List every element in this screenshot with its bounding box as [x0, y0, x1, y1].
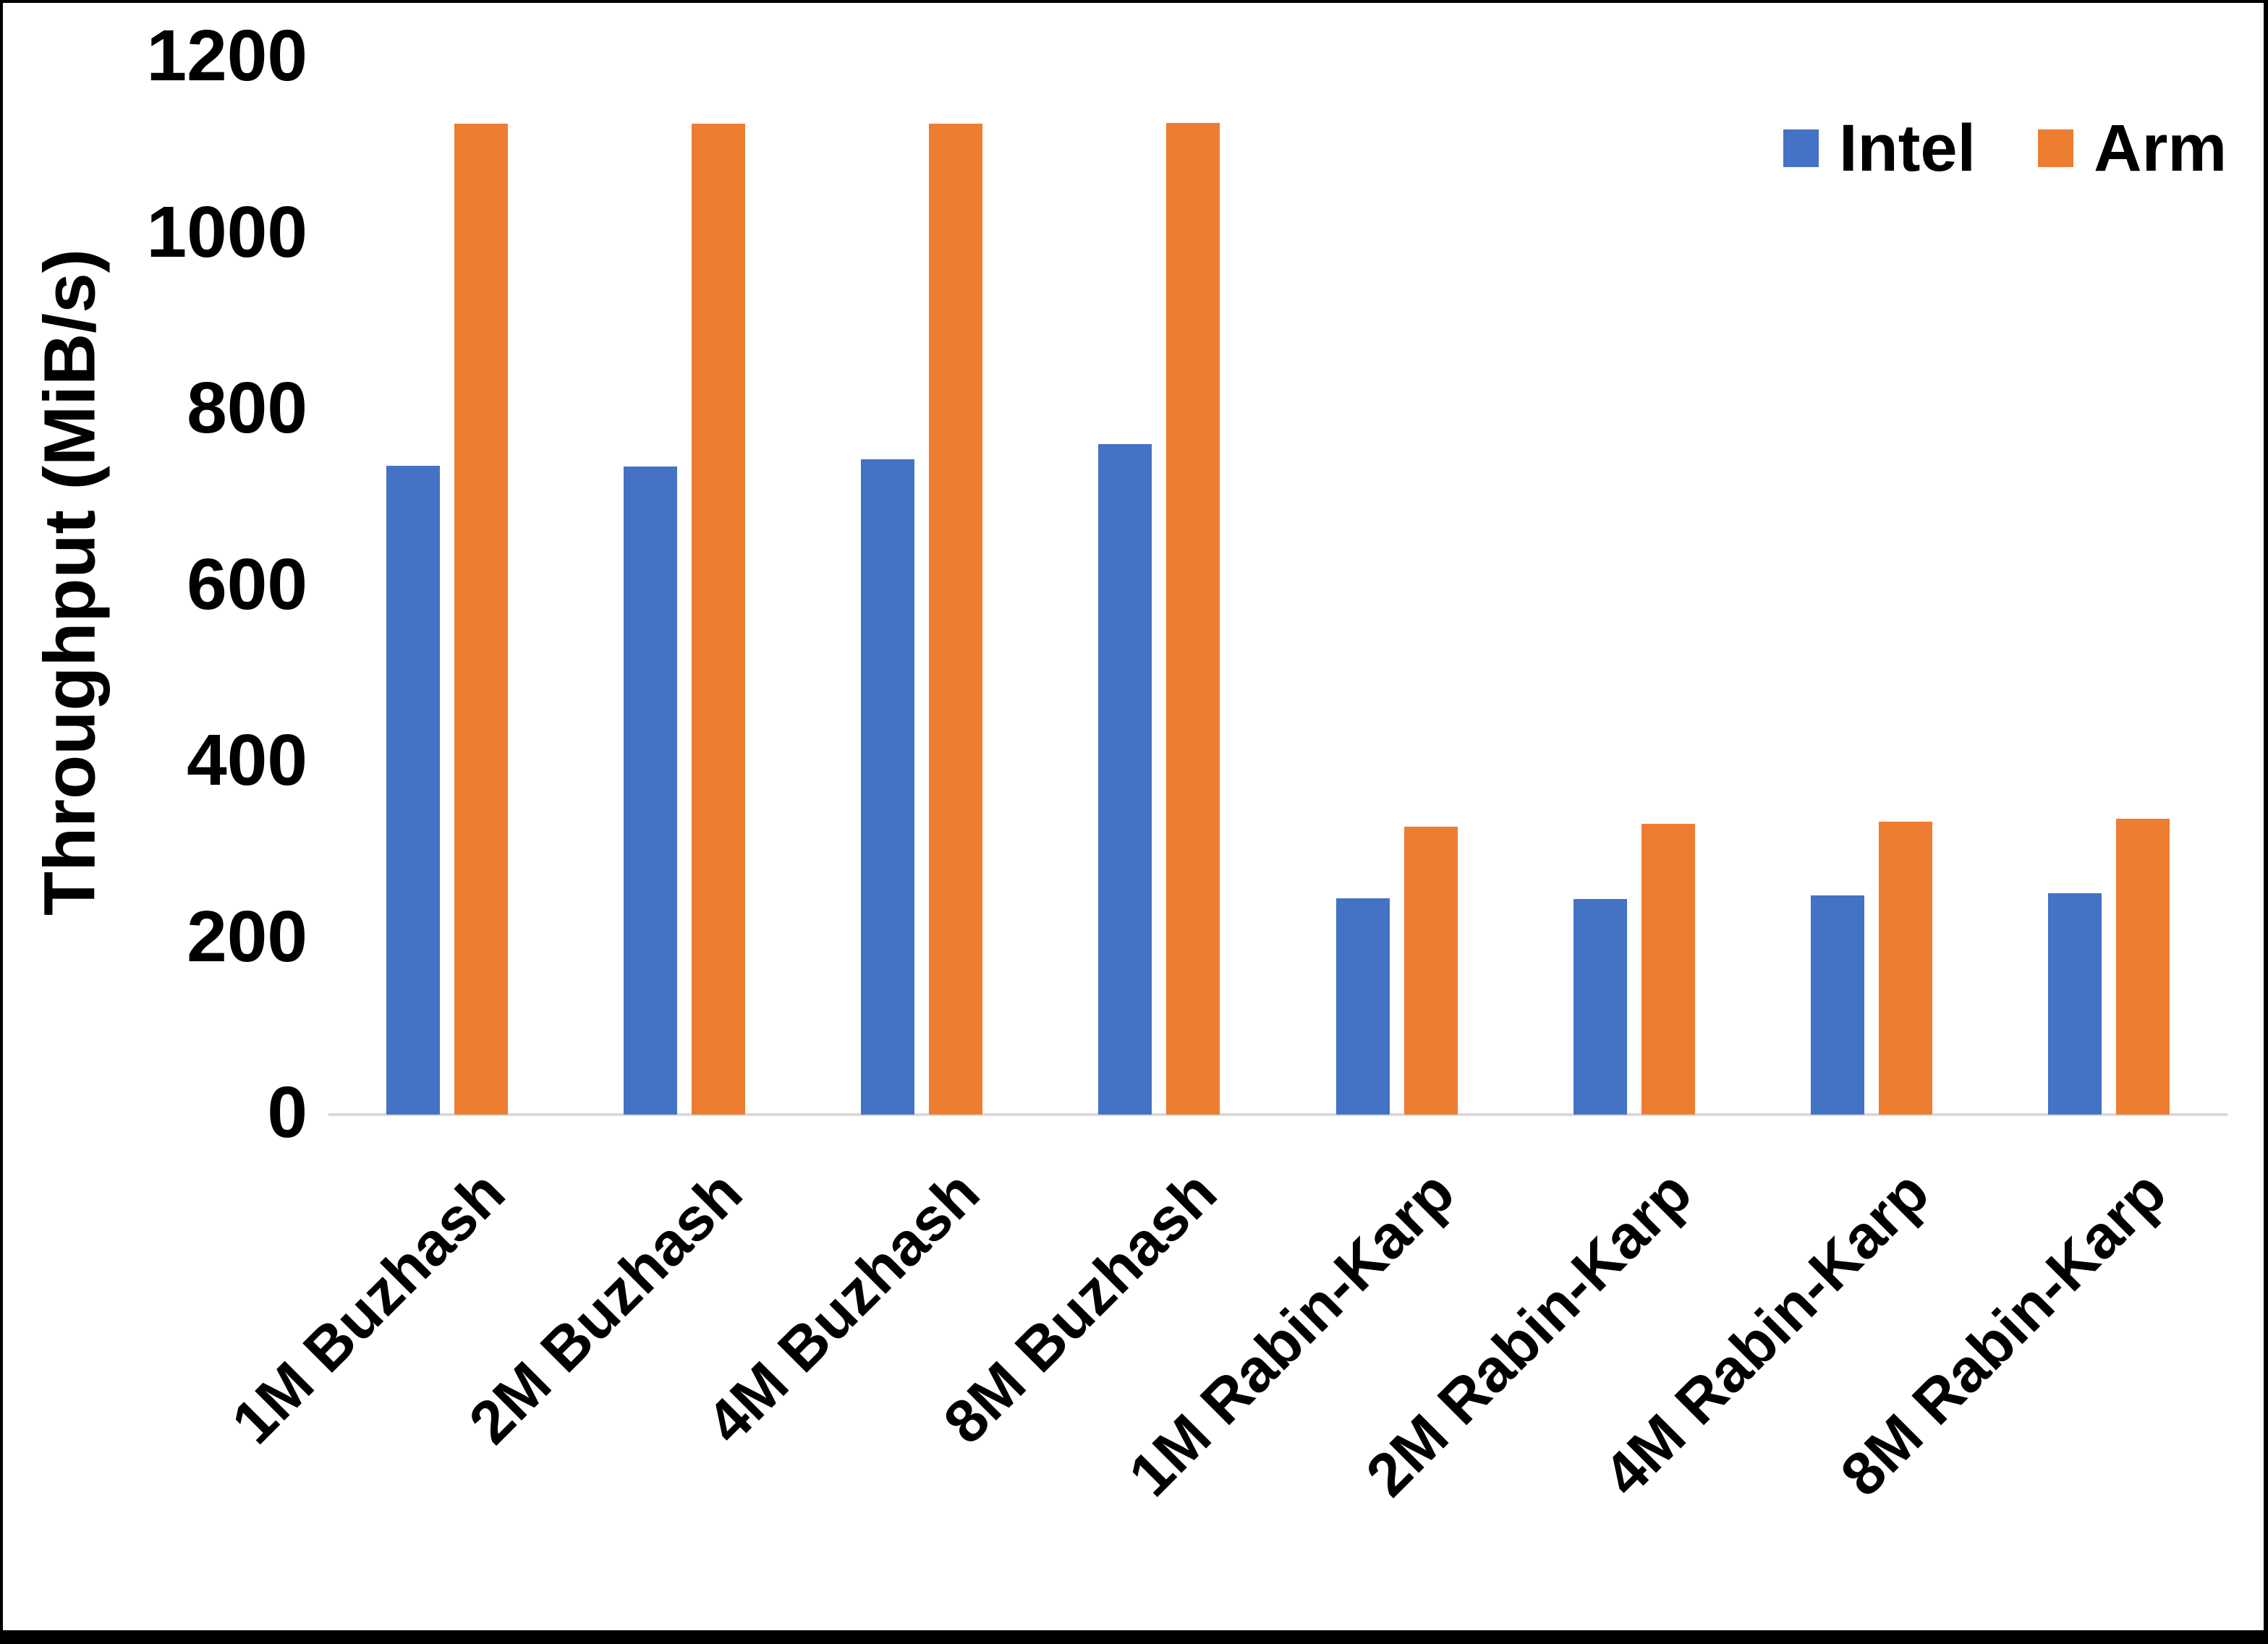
legend-swatch-intel [1783, 129, 1819, 167]
frame-border-bottom [0, 1630, 2268, 1644]
frame-border-top [0, 0, 2268, 3]
bar-arm-4m-buzhash [929, 124, 983, 1115]
legend-label-intel: Intel [1839, 111, 1976, 185]
y-tick-label-1200: 1200 [146, 15, 307, 97]
bar-group-2m-buzhash [566, 58, 803, 1115]
bar-arm-2m-rabin-karp [1641, 824, 1695, 1115]
bar-arm-2m-buzhash [692, 124, 746, 1115]
y-axis-title: Throughput (MiB/s) [29, 249, 111, 916]
bar-intel-1m-rabin-karp [1335, 898, 1390, 1115]
bar-arm-4m-rabin-karp [1878, 821, 1932, 1115]
bar-arm-1m-buzhash [454, 124, 509, 1115]
bar-arm-8m-rabin-karp [2115, 818, 2170, 1115]
legend-label-arm: Arm [2094, 111, 2227, 185]
x-axis-line [328, 1113, 2227, 1116]
y-tick-label-800: 800 [187, 367, 307, 449]
bar-intel-2m-rabin-karp [1573, 898, 1627, 1115]
y-tick-label-400: 400 [187, 720, 307, 801]
legend: Intel Arm [1783, 108, 2227, 188]
bar-group-8m-rabin-karp [1990, 58, 2227, 1115]
legend-item-intel: Intel [1783, 115, 1976, 182]
bar-group-4m-rabin-karp [1753, 58, 1990, 1115]
y-tick-label-200: 200 [187, 895, 307, 977]
bar-group-4m-buzhash [803, 58, 1040, 1115]
bar-group-2m-rabin-karp [1516, 58, 1753, 1115]
frame-border-left [0, 0, 3, 1644]
legend-item-arm: Arm [2038, 115, 2227, 182]
bar-intel-1m-buzhash [386, 465, 441, 1115]
bar-intel-4m-buzhash [861, 459, 915, 1115]
bar-intel-8m-buzhash [1098, 444, 1152, 1115]
legend-swatch-arm [2038, 129, 2074, 167]
bar-intel-8m-rabin-karp [2047, 893, 2102, 1115]
bar-arm-1m-rabin-karp [1403, 826, 1458, 1115]
y-tick-label-1000: 1000 [146, 191, 307, 273]
bar-group-1m-buzhash [328, 58, 566, 1115]
bar-intel-4m-rabin-karp [1810, 895, 1864, 1115]
y-tick-label-0: 0 [267, 1072, 307, 1154]
bar-group-8m-buzhash [1040, 58, 1278, 1115]
bar-intel-2m-buzhash [624, 466, 678, 1115]
y-tick-label-600: 600 [187, 543, 307, 625]
plot-area [328, 58, 2227, 1116]
frame-border-right [2264, 0, 2268, 1644]
bar-arm-8m-buzhash [1166, 123, 1220, 1115]
bar-group-1m-rabin-karp [1278, 58, 1516, 1115]
